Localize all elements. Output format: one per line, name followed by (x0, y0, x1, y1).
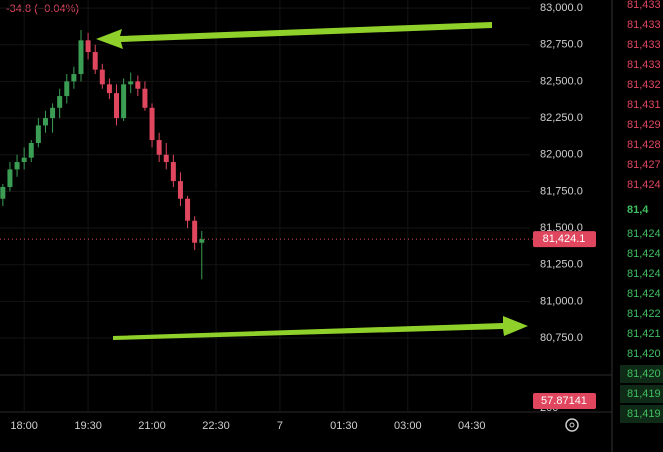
y-tick-label: 82,750.0 (540, 39, 583, 51)
candle-body (28, 142, 34, 158)
ask-price: 81,431 (627, 99, 661, 111)
candle-body (149, 107, 155, 141)
bid-price: 81,424 (627, 288, 661, 300)
candle-body (99, 69, 105, 85)
ask-price: 81,429 (627, 119, 661, 131)
gear-hub[interactable] (569, 422, 575, 428)
candle-body (142, 88, 148, 108)
candle-body (71, 74, 77, 82)
candle-body (177, 181, 183, 199)
bid-depth (620, 385, 663, 403)
y-tick-label: 80,750.0 (540, 332, 583, 344)
ask-price: 81,433 (627, 0, 661, 11)
candle-body (50, 107, 56, 119)
candle-body (21, 157, 27, 163)
annotations (96, 22, 528, 340)
x-tick-label: 7 (277, 420, 283, 432)
x-tick-label: 03:00 (394, 420, 422, 432)
bid-price: 81,424 (627, 228, 661, 240)
candle-body (85, 40, 91, 53)
y-tick-label: 81,500.0 (540, 222, 583, 234)
y-tick-label: 82,000.0 (540, 149, 583, 161)
candle-body (57, 96, 63, 108)
settings-icon[interactable] (565, 418, 579, 432)
x-tick-label: 19:30 (74, 420, 102, 432)
candle-body (199, 239, 205, 243)
candle-body (0, 186, 6, 199)
bid-price: 81,422 (627, 308, 661, 320)
volume-value-box (533, 393, 596, 409)
x-tick-label: 04:30 (458, 420, 486, 432)
gear[interactable] (565, 418, 579, 432)
bid-depth (620, 365, 663, 383)
x-tick-label: 21:00 (138, 420, 166, 432)
bid-price: 81,419 (627, 388, 661, 400)
candle-body (163, 154, 169, 163)
candle-body (14, 162, 20, 170)
last-trade: 81,4 (627, 204, 649, 216)
ask-price: 81,433 (627, 39, 661, 51)
candle-body (128, 81, 134, 85)
bid-price: 81,424 (627, 248, 661, 260)
candle-body (192, 220, 198, 243)
candle-body (135, 81, 141, 89)
bid-price: 81,424 (627, 268, 661, 280)
candle-body (78, 40, 84, 75)
ask-price: 81,433 (627, 59, 661, 71)
x-tick-label: 22:30 (202, 420, 230, 432)
y-tick-label: 81,250.0 (540, 259, 583, 271)
bid-price: 81,421 (627, 328, 661, 340)
candle-body (7, 169, 13, 187)
candle-body (156, 140, 162, 155)
volume-value-label: 57.87141 (541, 395, 587, 407)
y-tick-label: 83,000.0 (540, 2, 583, 14)
candles (0, 30, 205, 280)
y-tick-label: 82,250.0 (540, 112, 583, 124)
ask-price: 81,433 (627, 19, 661, 31)
x-tick-label: 01:30 (330, 420, 358, 432)
ask-price: 81,427 (627, 159, 661, 171)
candle-body (92, 52, 98, 70)
bid-price: 81,420 (627, 348, 661, 360)
bid-price: 81,419 (627, 408, 661, 420)
candle-body (42, 118, 48, 126)
bid-depth (620, 405, 663, 423)
y-tick-label: 81,000.0 (540, 295, 583, 307)
arrow-right (113, 316, 528, 340)
candle-body (114, 93, 120, 119)
last-price-box (533, 231, 596, 248)
arrow-left (96, 22, 492, 49)
ask-price: 81,428 (627, 139, 661, 151)
candle-body (170, 162, 176, 182)
last-price-label: 81,424.1 (543, 233, 586, 245)
y-tick-label: 81,750.0 (540, 185, 583, 197)
candle-body (64, 81, 70, 97)
candle-body (185, 198, 191, 221)
ask-price: 81,424 (627, 179, 661, 191)
change-label: -34.8 (−0.04%) (6, 3, 79, 15)
candle-body (121, 84, 127, 119)
bid-price: 81,420 (627, 368, 661, 380)
ask-price: 81,432 (627, 79, 661, 91)
x-tick-label: 18:00 (10, 420, 38, 432)
candle-body (106, 84, 112, 94)
candle-body (35, 125, 41, 143)
y-tick-label: 82,500.0 (540, 75, 583, 87)
